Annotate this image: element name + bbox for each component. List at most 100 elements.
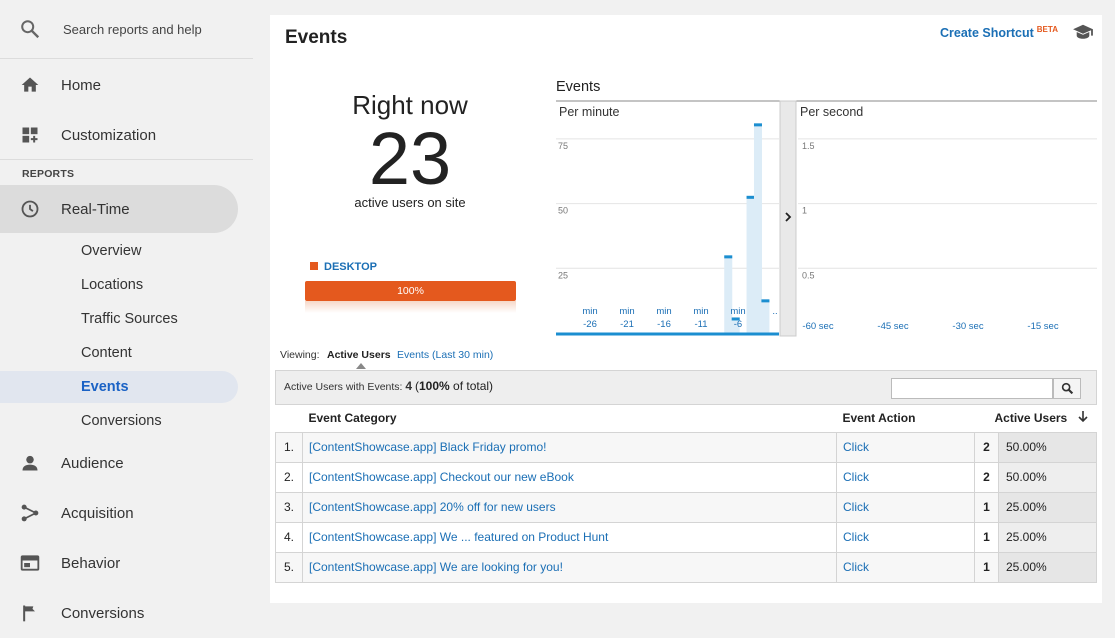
- summary-suffix: of total): [453, 379, 494, 393]
- sidebar-item-label: Traffic Sources: [81, 311, 178, 327]
- device-bar: 100%: [305, 281, 516, 301]
- nav-customization-label: Customization: [61, 126, 157, 144]
- device-percent: 100%: [397, 285, 424, 297]
- x-tick-label: -30 sec: [952, 321, 983, 332]
- event-category-link[interactable]: [ContentShowcase.app] We ... featured on…: [309, 530, 609, 544]
- search-bar: [0, 0, 253, 59]
- divider: [0, 159, 253, 160]
- event-action-cell: Click: [836, 491, 975, 523]
- nav-home[interactable]: Home: [0, 61, 238, 109]
- nav-realtime[interactable]: Real-Time: [0, 185, 238, 233]
- table-search-button[interactable]: [1053, 378, 1081, 399]
- col-event-category[interactable]: Event Category: [302, 405, 837, 433]
- bar: [761, 299, 770, 335]
- bar-cap: [731, 317, 740, 321]
- x-tick-label: -15 sec: [1027, 321, 1058, 332]
- active-users-cell: 1: [974, 491, 999, 523]
- sidebar-item-locations[interactable]: Locations: [0, 269, 238, 301]
- reports-section-label: REPORTS: [22, 168, 75, 180]
- x-tick-label: min: [730, 306, 745, 317]
- sidebar-item-label: Overview: [81, 243, 142, 259]
- y-tick-label: 75: [558, 141, 568, 151]
- row-index: 4.: [275, 521, 303, 553]
- nav-conversions[interactable]: Conversions: [0, 589, 238, 637]
- active-users-cell: 2: [974, 431, 999, 463]
- col-event-action[interactable]: Event Action: [836, 405, 975, 433]
- active-users-pct: 50.00%: [998, 431, 1097, 463]
- bar: [753, 123, 762, 336]
- x-tick-label: min: [582, 306, 597, 317]
- nav-acquisition-label: Acquisition: [61, 504, 134, 522]
- x-tick-label: -21: [620, 319, 634, 330]
- viewing-toggle: Viewing: Active Users Events (Last 30 mi…: [280, 349, 493, 369]
- sort-desc-icon[interactable]: [1077, 411, 1088, 423]
- event-action-link[interactable]: Click: [843, 440, 869, 454]
- event-category-link[interactable]: [ContentShowcase.app] Black Friday promo…: [309, 440, 547, 454]
- table-row: 3. [ContentShowcase.app] 20% off for new …: [275, 491, 1097, 523]
- clock-icon: [21, 200, 39, 218]
- right-now-panel: Right now 23 active users on site: [305, 90, 515, 210]
- chevron-right-icon[interactable]: [785, 212, 792, 222]
- event-category-cell: [ContentShowcase.app] Black Friday promo…: [302, 431, 837, 463]
- nav-audience[interactable]: Audience: [0, 439, 238, 487]
- event-action-link[interactable]: Click: [843, 530, 869, 544]
- bar-cap: [761, 299, 770, 303]
- event-category-link[interactable]: [ContentShowcase.app] 20% off for new us…: [309, 500, 556, 514]
- event-action-link[interactable]: Click: [843, 560, 869, 574]
- sidebar-item-traffic-sources[interactable]: Traffic Sources: [0, 303, 238, 335]
- search-input[interactable]: [55, 15, 245, 43]
- active-users-cell: 2: [974, 461, 999, 493]
- nav-acquisition[interactable]: Acquisition: [0, 489, 238, 537]
- sidebar: Home Customization REPORTS Real-Time Ove…: [0, 0, 253, 638]
- x-tick-label: -16: [657, 319, 671, 330]
- graduation-cap-icon[interactable]: [1072, 23, 1094, 41]
- device-label: DESKTOP: [324, 261, 377, 273]
- summary-label: Active Users with Events:: [284, 381, 403, 393]
- device-legend: DESKTOP: [310, 261, 377, 273]
- active-tab-caret: [356, 363, 366, 369]
- col-active-users[interactable]: Active Users: [974, 405, 1097, 433]
- y-tick-label: 1: [802, 206, 807, 216]
- event-category-link[interactable]: [ContentShowcase.app] We are looking for…: [309, 560, 563, 574]
- active-users-pct: 50.00%: [998, 461, 1097, 493]
- summary-pct: 100%: [418, 379, 450, 393]
- active-users-pct: 25.00%: [998, 491, 1097, 523]
- sidebar-item-label: Events: [81, 379, 129, 395]
- row-index: 2.: [275, 461, 303, 493]
- x-tick-label: -45 sec: [877, 321, 908, 332]
- create-shortcut-link[interactable]: Create Shortcut BETA: [940, 25, 1058, 40]
- sidebar-item-events[interactable]: Events: [0, 371, 238, 403]
- y-tick-label: 50: [558, 206, 568, 216]
- x-tick-label: min: [619, 306, 634, 317]
- sidebar-item-content[interactable]: Content: [0, 337, 238, 369]
- nav-customization[interactable]: Customization: [0, 111, 238, 159]
- tab-active-users[interactable]: Active Users: [327, 349, 391, 361]
- y-tick-label: 25: [558, 270, 568, 280]
- event-category-cell: [ContentShowcase.app] We are looking for…: [302, 551, 837, 583]
- table-search-input[interactable]: [891, 378, 1053, 399]
- create-shortcut-label: Create Shortcut: [940, 26, 1034, 41]
- active-users-pct: 25.00%: [998, 521, 1097, 553]
- nav-conversions-label: Conversions: [61, 604, 145, 622]
- active-users-cell: 1: [974, 521, 999, 553]
- event-action-link[interactable]: Click: [843, 470, 869, 484]
- acquisition-icon: [21, 504, 39, 522]
- table-toolbar: Active Users with Events: 4 (100% of tot…: [275, 370, 1097, 405]
- sidebar-item-overview[interactable]: Overview: [0, 235, 238, 267]
- event-action-link[interactable]: Click: [843, 500, 869, 514]
- nav-behavior[interactable]: Behavior: [0, 539, 238, 587]
- nav-home-label: Home: [61, 76, 102, 94]
- tab-events-last-30[interactable]: Events (Last 30 min): [397, 349, 494, 361]
- person-icon: [22, 455, 38, 471]
- x-tick-label: -6: [734, 319, 742, 330]
- nav-realtime-label: Real-Time: [61, 200, 130, 218]
- row-index: 3.: [275, 491, 303, 523]
- event-category-link[interactable]: [ContentShowcase.app] Checkout our new e…: [309, 470, 574, 484]
- nav-audience-label: Audience: [61, 454, 124, 472]
- sidebar-item-label: Content: [81, 345, 132, 361]
- y-tick-label: 0.5: [802, 270, 815, 280]
- sidebar-item-conversions-rt[interactable]: Conversions: [0, 405, 238, 437]
- sidebar-item-label: Locations: [81, 277, 144, 293]
- bar: [724, 255, 733, 335]
- device-bar-shadow: [305, 301, 516, 313]
